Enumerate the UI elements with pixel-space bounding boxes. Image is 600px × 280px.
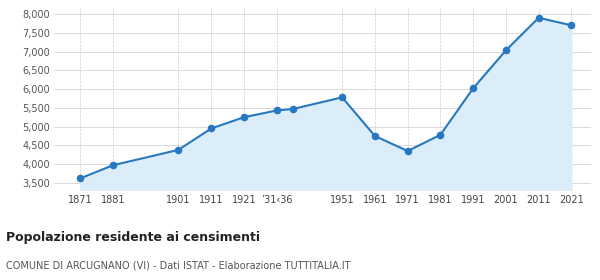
Point <box>76 176 85 181</box>
Point <box>534 16 544 20</box>
Point <box>403 149 412 153</box>
Point <box>206 126 216 131</box>
Text: Popolazione residente ai censimenti: Popolazione residente ai censimenti <box>6 231 260 244</box>
Point <box>337 95 347 100</box>
Point <box>108 163 118 167</box>
Point <box>370 134 380 138</box>
Point <box>173 148 183 152</box>
Point <box>288 107 298 111</box>
Point <box>469 86 478 90</box>
Point <box>501 48 511 53</box>
Point <box>566 23 576 27</box>
Point <box>436 133 445 137</box>
Text: COMUNE DI ARCUGNANO (VI) - Dati ISTAT - Elaborazione TUTTITALIA.IT: COMUNE DI ARCUGNANO (VI) - Dati ISTAT - … <box>6 260 350 270</box>
Point <box>239 115 249 120</box>
Point <box>272 108 281 113</box>
